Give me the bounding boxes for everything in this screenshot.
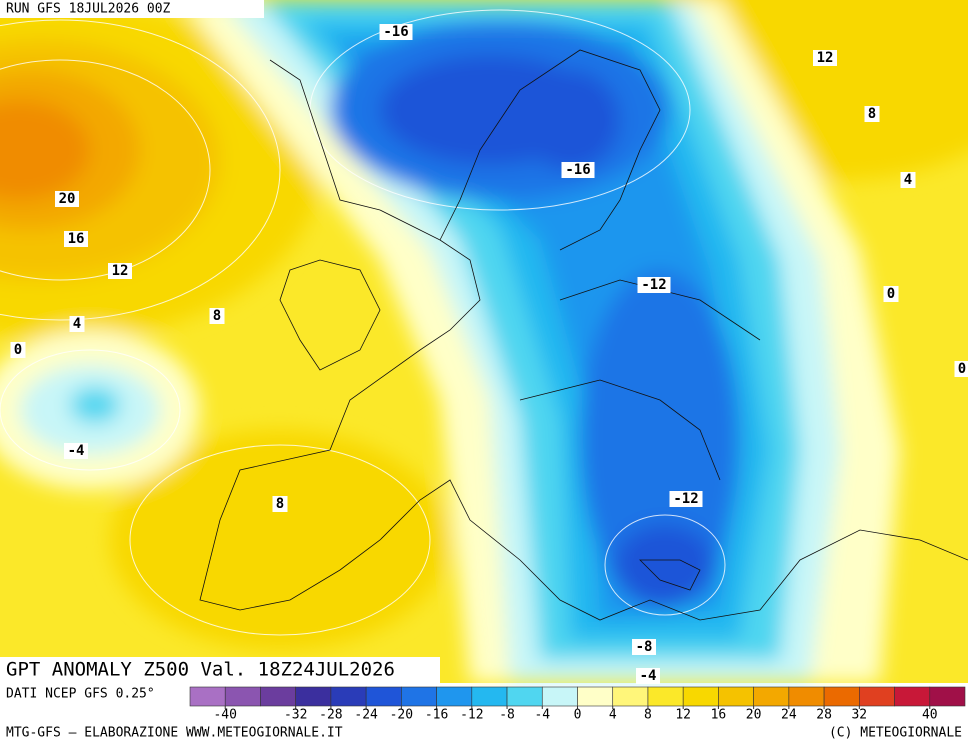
- colorbar-tick-label: 20: [746, 708, 762, 723]
- colorbar-tick-label: 8: [644, 708, 652, 723]
- contour-label: 8: [276, 496, 284, 512]
- contour-label: -8: [636, 639, 653, 655]
- colorbar-swatch: [612, 686, 649, 707]
- contour-label: 16: [68, 231, 85, 247]
- colorbar-swatch: [753, 686, 790, 707]
- colorbar-tick-label: -32: [284, 708, 307, 723]
- colorbar-tick-label: -12: [460, 708, 483, 723]
- contour-label: -4: [640, 668, 657, 684]
- colorbar-swatch: [401, 686, 437, 707]
- contour-label: -16: [383, 24, 408, 40]
- contour-label: 0: [14, 342, 22, 358]
- run-label: RUN GFS 18JUL2026 00Z: [6, 2, 171, 17]
- contour-label: -12: [641, 277, 666, 293]
- contour-label: 4: [73, 316, 81, 332]
- colorbar-swatch: [295, 686, 332, 707]
- contour-label-box: [864, 106, 880, 122]
- colorbar-swatch: [929, 686, 966, 707]
- anomaly-field: [0, 0, 968, 683]
- colorbar-swatch: [718, 686, 754, 707]
- contour-label: 0: [887, 286, 895, 302]
- contour-label: 12: [112, 263, 129, 279]
- contour-label: -4: [68, 443, 85, 459]
- contour-label: 4: [904, 172, 912, 188]
- map-title: GPT ANOMALY Z500 Val. 18Z24JUL2026: [6, 659, 395, 681]
- contour-label-box: [561, 162, 595, 178]
- colorbar-tick-label: 12: [675, 708, 691, 723]
- colorbar-tick-label: -8: [499, 708, 515, 723]
- contour-label: 12: [817, 50, 834, 66]
- colorbar-swatch: [682, 686, 719, 707]
- colorbar-swatch: [189, 686, 226, 707]
- contour-label: 0: [958, 361, 966, 377]
- colorbar-swatch: [894, 686, 931, 707]
- footer-right: (C) METEOGIORNALE: [829, 726, 962, 741]
- colorbar-tick-label: 32: [851, 708, 867, 723]
- colorbar-tick-label: 40: [922, 708, 938, 723]
- colorbar-tick-label: -40: [213, 708, 236, 723]
- contour-label-box: [954, 361, 968, 377]
- contour-label-box: [64, 231, 88, 247]
- coastlines: [199, 49, 968, 621]
- colorbar-swatch: [506, 686, 543, 707]
- contour-label-box: [209, 308, 225, 324]
- colorbar-swatch: [365, 686, 402, 707]
- colorbar-swatch: [859, 686, 895, 707]
- colorbar-swatch: [577, 686, 614, 707]
- contour-label: 8: [868, 106, 876, 122]
- colorbar-tick-label: 28: [816, 708, 832, 723]
- contour-label-box: [379, 24, 413, 40]
- contour-label-box: [632, 639, 656, 655]
- contour-label-box: [900, 172, 916, 188]
- colorbar-tick-label: 0: [574, 708, 582, 723]
- footer-left: MTG-GFS – ELABORAZIONE WWW.METEOGIORNALE…: [6, 726, 343, 741]
- colorbar-tick-label: -24: [354, 708, 378, 723]
- contour-label-box: [813, 50, 837, 66]
- colorbar-swatch: [471, 686, 508, 707]
- contour-label: -12: [673, 491, 698, 507]
- contour-label-box: [272, 496, 288, 512]
- contour-label: -16: [565, 162, 590, 178]
- contour-label-box: [55, 191, 79, 207]
- run-box: [0, 0, 264, 18]
- colorbar-tick-label: -20: [390, 708, 413, 723]
- colorbar-swatch: [541, 686, 578, 707]
- colorbar-tick-label: 16: [711, 708, 727, 723]
- contour-label-box: [883, 286, 899, 302]
- colorbar: -40 -32 -28 -24 -20 -16 -12 -8 -4 0 4 8 12 16 20 24 28 32…: [189, 686, 966, 723]
- contour-label: 20: [59, 191, 76, 207]
- contour-label-box: [637, 277, 671, 293]
- colorbar-swatch: [788, 686, 825, 707]
- colorbar-tick-label: 4: [609, 708, 617, 723]
- colorbar-swatch: [224, 686, 261, 707]
- colorbar-tick-label: -4: [534, 708, 550, 723]
- contour-label: 8: [213, 308, 221, 324]
- colorbar-swatch: [647, 686, 684, 707]
- title-box: [0, 657, 440, 683]
- colorbar-swatch: [823, 686, 860, 707]
- colorbar-tick-label: 24: [781, 708, 797, 723]
- contour-label-box: [669, 491, 703, 507]
- colorbar-label: DATI NCEP GFS 0.25°: [6, 687, 155, 702]
- colorbar-swatch: [260, 686, 296, 707]
- contour-label-box: [10, 342, 26, 358]
- contour-label-box: [64, 443, 88, 459]
- colorbar-swatch: [330, 686, 367, 707]
- contour-label-box: [69, 316, 85, 332]
- colorbar-tick-label: -16: [425, 708, 448, 723]
- colorbar-tick-label: -28: [319, 708, 342, 723]
- contour-labels: -16 12 8 -16 4 20 16 12 -12 0 4 8 0 0 -4 -12 8 -8 -4: [10, 24, 968, 684]
- contour-label-box: [636, 668, 660, 684]
- colorbar-swatch: [436, 686, 473, 707]
- contour-label-box: [108, 263, 132, 279]
